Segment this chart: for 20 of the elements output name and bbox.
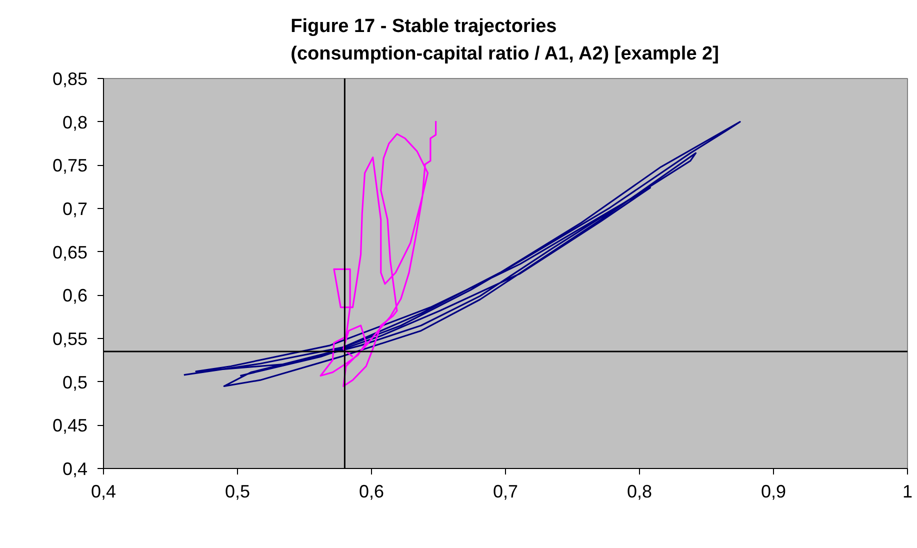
y-tick-label: 0,55 xyxy=(52,329,88,349)
y-tick-label: 0,6 xyxy=(62,286,88,306)
line-series xyxy=(320,120,437,387)
x-tick-label: 0,4 xyxy=(90,482,116,502)
x-tick-label: 0,7 xyxy=(492,482,518,502)
y-tick-label: 0,7 xyxy=(62,199,88,219)
y-tick-label: 0,4 xyxy=(62,459,88,479)
y-tick-label: 0,45 xyxy=(52,416,88,436)
x-tick-label: 1 xyxy=(902,482,913,502)
y-tick-label: 0,5 xyxy=(62,372,88,392)
x-tick-label: 0,8 xyxy=(626,482,652,502)
chart-title: Figure 17 - Stable trajectories (consumption-capital ratio / A1, A2) [example 2] xyxy=(290,16,719,64)
line-series xyxy=(183,121,741,387)
y-tick-label: 0,8 xyxy=(62,112,88,132)
x-tick-label: 0,9 xyxy=(760,482,786,502)
y-tick-label: 0,65 xyxy=(52,242,88,262)
y-tick-label: 0,85 xyxy=(52,69,88,89)
x-tick-label: 0,5 xyxy=(224,482,250,502)
x-tick-label: 0,6 xyxy=(358,482,384,502)
y-tick-label: 0,75 xyxy=(52,156,88,176)
